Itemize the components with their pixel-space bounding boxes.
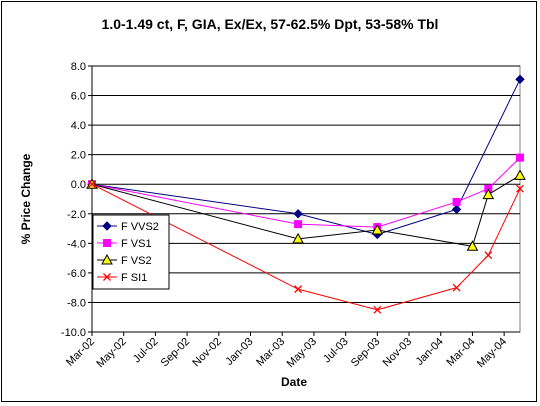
data-point [516,153,524,162]
chart-title: 1.0-1.49 ct, F, GIA, Ex/Ex, 57-62.5% Dpt… [102,16,439,32]
x-tick-label: Jul-02 [131,336,161,366]
data-point [293,209,303,219]
legend-marker [102,221,112,231]
series-line [91,157,521,228]
data-point [466,240,479,251]
y-axis-title: % Price Change [19,153,33,244]
y-tick-label: 4.0 [71,120,86,132]
data-point [294,220,303,229]
legend-label: F VVS2 [121,221,159,233]
x-tick-label: Nov-02 [190,336,224,370]
data-point [515,74,525,85]
y-tick-label: 2.0 [71,150,86,162]
legend: F VVS2 F VS1 F VS2 F SI1 [92,214,170,290]
legend-marker [103,273,111,281]
series-lines [86,74,526,314]
y-tick-label: -6.0 [67,268,86,280]
legend-label: F VS1 [121,238,152,250]
y-tick-label: -10.0 [61,327,86,339]
series-line [91,183,521,311]
x-tick-label: Jan-04 [414,336,446,368]
data-point [373,305,382,314]
x-tick-label: Mar-03 [254,336,287,369]
series-f-si1 [88,180,524,314]
series-f-vs2 [86,169,526,251]
x-tick-label: Nov-03 [381,336,415,370]
data-point [516,184,524,193]
data-point [482,188,495,200]
data-point [88,180,96,189]
data-point [371,224,384,235]
x-tick-label: Jan-03 [223,336,255,368]
legend-marker [103,239,111,247]
y-tick-label: -8.0 [67,297,86,309]
x-tick-label: Sep-03 [349,336,383,370]
x-tick-label: Sep-02 [159,336,193,370]
x-tick-label: May-04 [475,336,509,370]
legend-label: F VS2 [121,255,152,267]
data-point [484,251,493,260]
y-tick-label: 6.0 [71,91,86,103]
series-line [91,174,521,247]
legend-marker [101,253,113,265]
legend-label: F SI1 [121,272,147,284]
data-point [452,197,461,206]
data-point [294,285,303,294]
data-point [292,232,304,244]
data-point [514,169,526,180]
data-point [452,283,461,292]
x-tick-label: Mar-04 [444,336,477,369]
x-tick-label: Mar-02 [64,336,97,369]
y-tick-label: -2.0 [67,209,86,221]
axes [88,65,520,336]
x-tick-label: Jul-03 [321,336,351,366]
x-tick-label: May-03 [285,336,319,370]
y-tick-label: 8.0 [71,61,86,73]
x-tick-label: May-02 [94,336,128,370]
y-tick-label: -4.0 [67,238,86,250]
y-tick-label: 0.0 [71,179,86,191]
x-axis-title: Date [281,375,307,389]
gridlines [92,65,520,303]
data-point [451,204,462,215]
y-axis-tick-labels: 8.0 6.0 4.0 2.0 0.0 -2.0 -4.0 -6.0 -8.0 -10.0 [61,61,86,339]
